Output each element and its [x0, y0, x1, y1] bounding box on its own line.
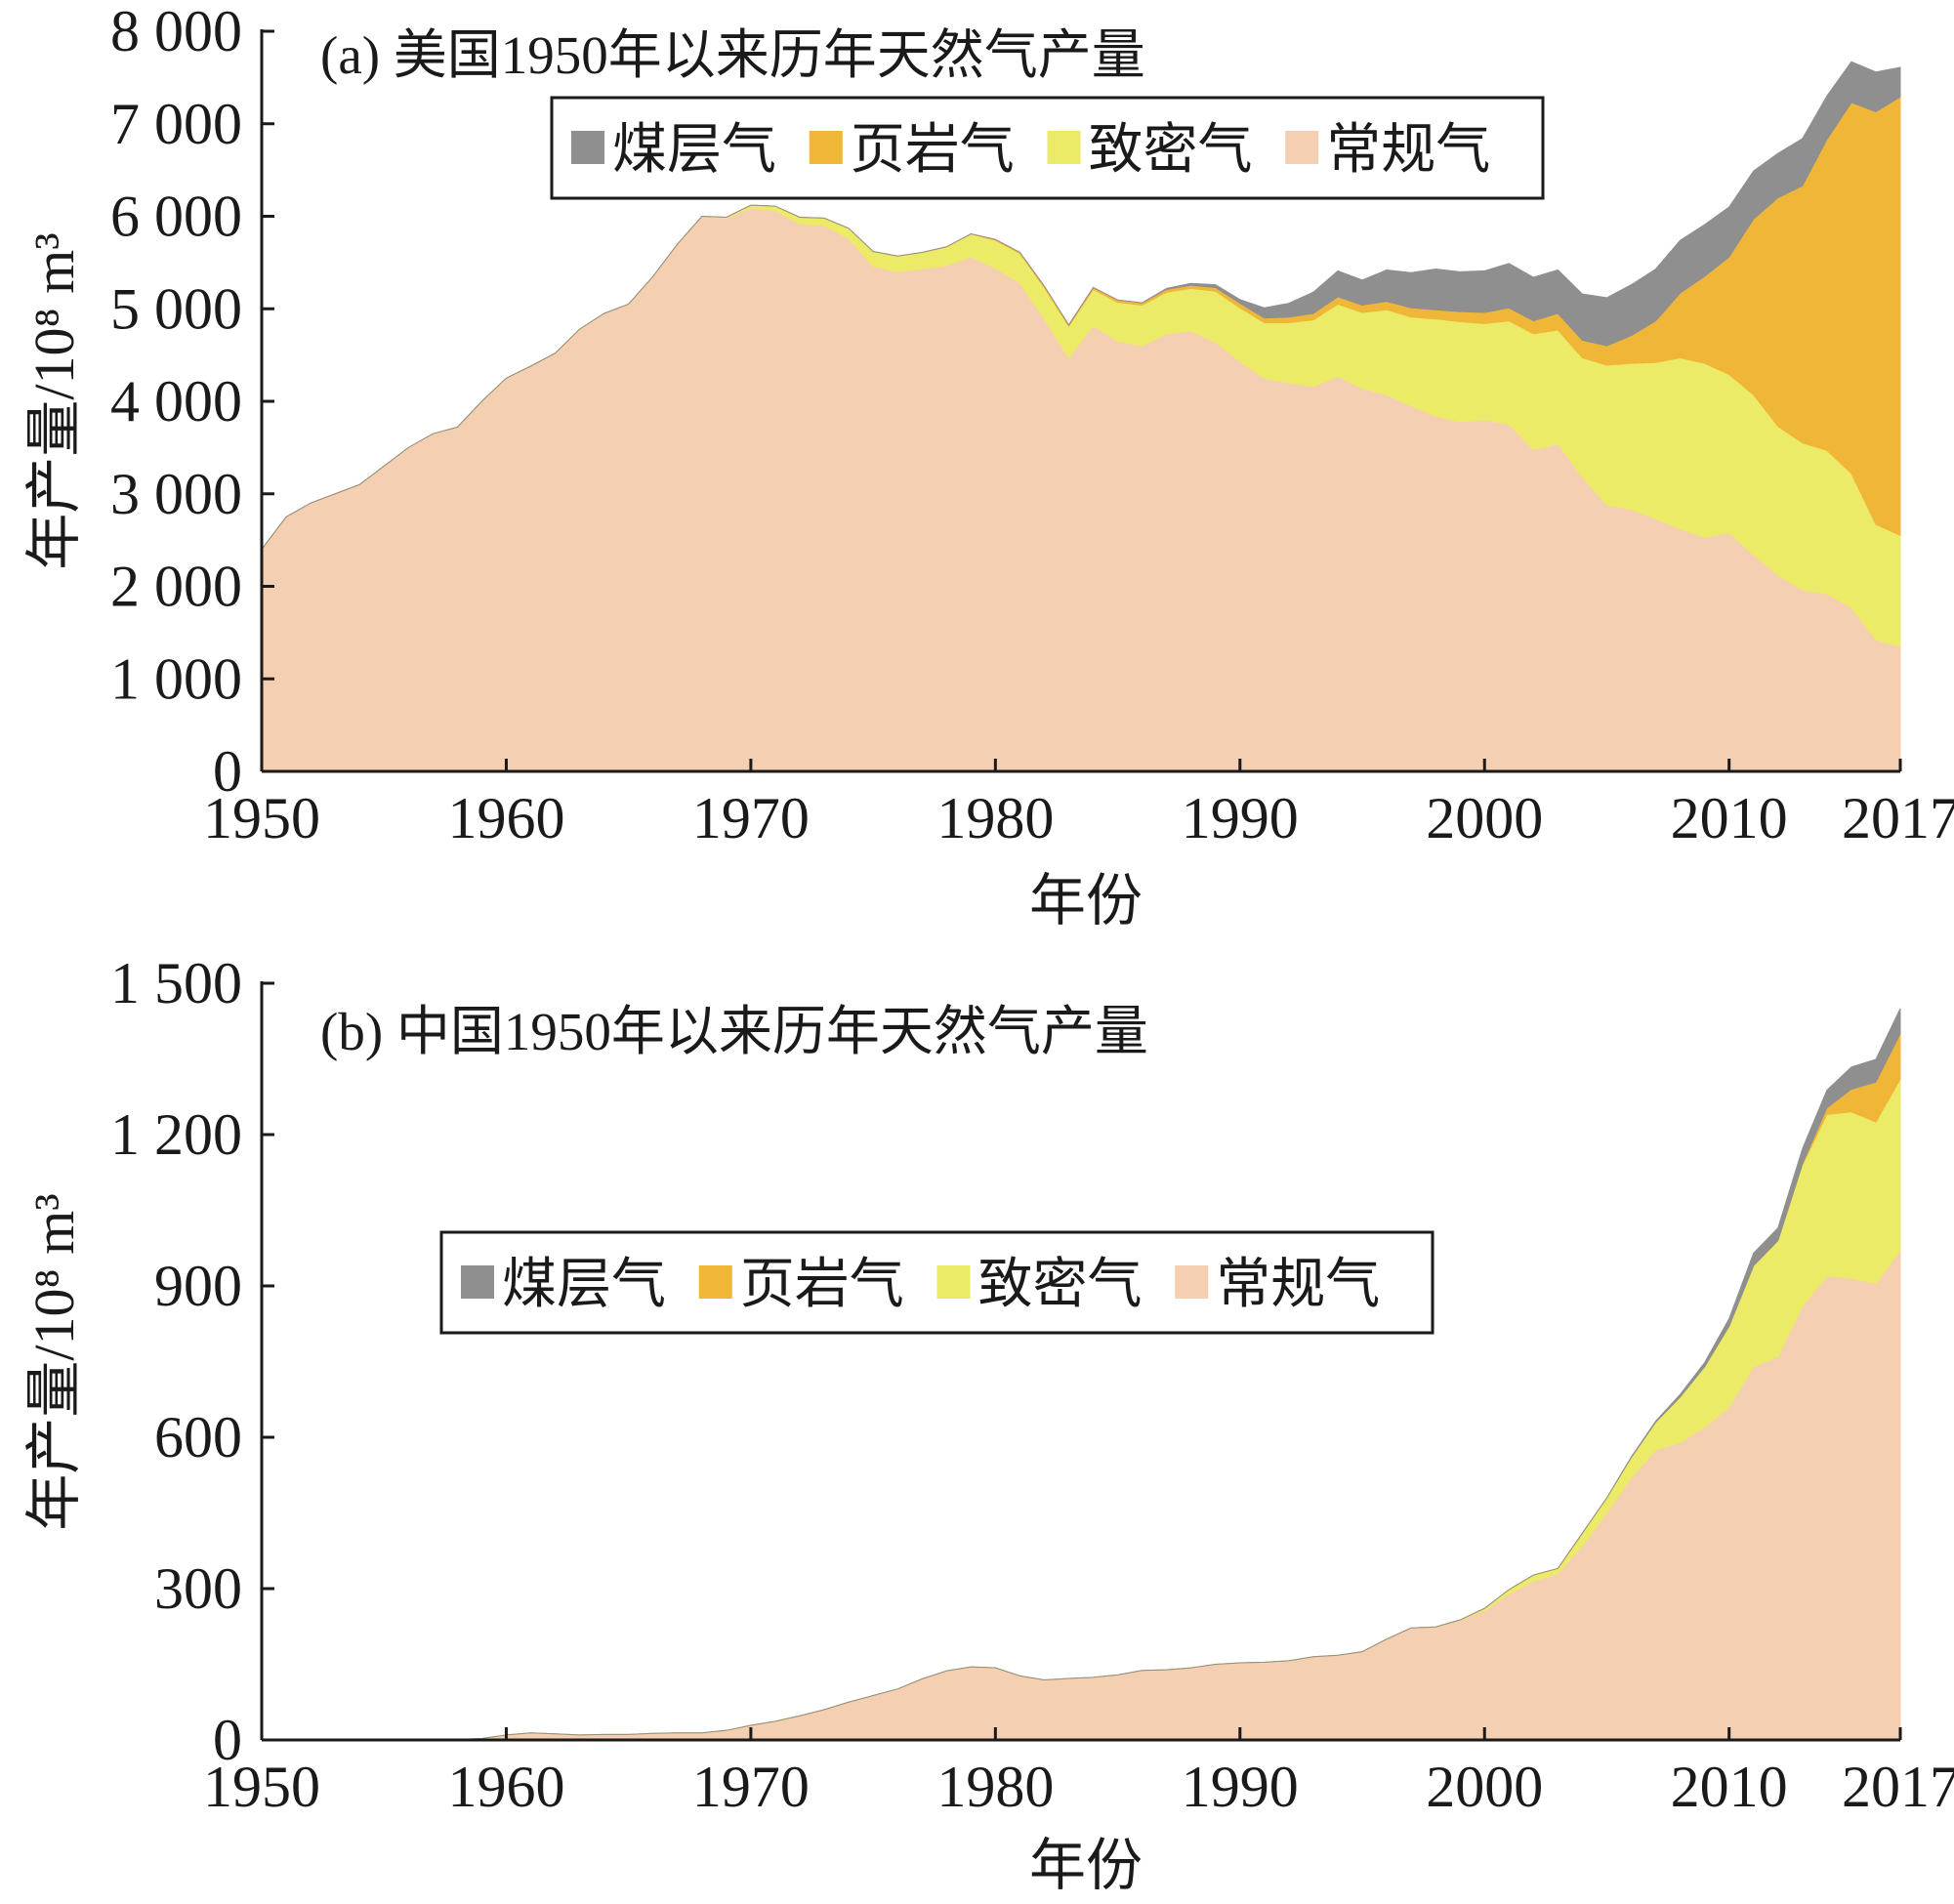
chart-a-ticks: 0 1 000 2 000 3 000 4 000 5 000 6 000 7 000 8 00…	[110, 0, 1954, 850]
chart-b-x-tick-label: 1950	[203, 1755, 320, 1819]
chart-a-legend-label: 致密气	[1089, 120, 1253, 181]
chart-a-x-tick-label: 2000	[1426, 786, 1543, 850]
chart-a-area-coalbed	[261, 61, 1901, 550]
chart-a-legend-label: 常规气	[1326, 120, 1490, 181]
chart-a-legend-swatch	[571, 131, 604, 164]
chart-b-legend-label: 煤层气	[502, 1255, 666, 1315]
chart-panel-b: 0 300 600 900 1 200 1 500 1950 1960 1970 1980 1990…	[22, 951, 1954, 1897]
chart-a-x-tick-label: 1950	[203, 786, 320, 850]
chart-a-legend-swatch	[1285, 131, 1319, 164]
chart-b-x-tick-label: 1960	[447, 1755, 564, 1819]
chart-a-areas	[261, 61, 1901, 772]
chart-b-legend-swatch	[1175, 1265, 1209, 1299]
chart-a-title: (a) 美国1950年以来历年天然气产量	[320, 25, 1145, 85]
chart-b-legend-swatch	[698, 1265, 732, 1299]
chart-b-legend-label: 常规气	[1216, 1255, 1380, 1315]
chart-a-x-tick-label: 2017	[1842, 786, 1954, 850]
chart-a-y-tick-label: 1 000	[110, 646, 242, 711]
chart-b-areas	[262, 1008, 1901, 1741]
chart-a-y-tick-label: 4 000	[110, 369, 242, 434]
chart-b-legend-swatch	[936, 1265, 971, 1299]
chart-b-y-tick-label: 1 500	[110, 951, 242, 1015]
chart-a-y-tick-label: 3 000	[110, 462, 242, 526]
chart-b-legend-label: 致密气	[978, 1255, 1143, 1315]
chart-b-area-coalbed	[262, 1008, 1901, 1741]
chart-b-x-tick-label: 1970	[692, 1755, 810, 1819]
chart-a-legend-label: 煤层气	[612, 120, 776, 181]
chart-b-x-axis-title: 年份	[1029, 1834, 1143, 1897]
chart-b-y-axis-title: 年产量/10⁸ m³	[22, 1193, 86, 1530]
chart-b-legend: 煤层气 页岩气 致密气 常规气	[439, 1230, 1434, 1335]
chart-b-legend-swatch	[461, 1265, 494, 1299]
chart-a-y-tick-label: 8 000	[110, 0, 242, 63]
chart-panel-a: 0 1 000 2 000 3 000 4 000 5 000 6 000 7 000 8 00…	[22, 0, 1954, 932]
chart-b-y-tick-label: 900	[154, 1254, 242, 1318]
chart-a-y-tick-label: 5 000	[110, 276, 242, 341]
chart-b-y-tick-label: 0	[213, 1708, 242, 1772]
chart-b-title: (b) 中国1950年以来历年天然气产量	[320, 1002, 1148, 1061]
chart-a-legend-swatch	[809, 131, 843, 164]
chart-b-y-tick-label: 1 200	[110, 1102, 242, 1167]
chart-a-x-tick-label: 1960	[447, 786, 564, 850]
chart-b-ticks: 0 300 600 900 1 200 1 500 1950 1960 1970 1980 1990…	[110, 951, 1954, 1819]
chart-b-x-tick-label: 1990	[1182, 1755, 1299, 1819]
chart-a-legend: 煤层气 页岩气 致密气 常规气	[550, 96, 1545, 200]
chart-b-x-tick-label: 2017	[1842, 1755, 1954, 1819]
chart-b-x-tick-label: 1980	[936, 1755, 1054, 1819]
chart-a-y-tick-label: 6 000	[110, 185, 242, 249]
chart-b-y-tick-label: 600	[154, 1405, 242, 1469]
chart-a-legend-label: 页岩气	[851, 120, 1015, 181]
chart-b-x-tick-label: 2010	[1671, 1755, 1788, 1819]
chart-b-x-tick-label: 2000	[1426, 1755, 1543, 1819]
chart-a-x-tick-label: 1980	[936, 786, 1054, 850]
chart-a-x-tick-label: 1990	[1182, 786, 1299, 850]
chart-b-y-tick-label: 300	[154, 1556, 242, 1621]
chart-b-legend-label: 页岩气	[740, 1255, 904, 1315]
chart-a-y-axis-title: 年产量/10⁸ m³	[22, 232, 86, 569]
chart-a-x-axis-title: 年份	[1029, 869, 1143, 932]
chart-a-x-tick-label: 1970	[692, 786, 810, 850]
chart-b-axes	[260, 981, 1900, 1742]
chart-a-y-tick-label: 2 000	[110, 555, 242, 619]
chart-a-y-tick-label: 7 000	[110, 92, 242, 156]
chart-a-y-tick-label: 0	[213, 739, 242, 804]
chart-a-legend-swatch	[1047, 131, 1081, 164]
chart-a-x-tick-label: 2010	[1671, 786, 1788, 850]
